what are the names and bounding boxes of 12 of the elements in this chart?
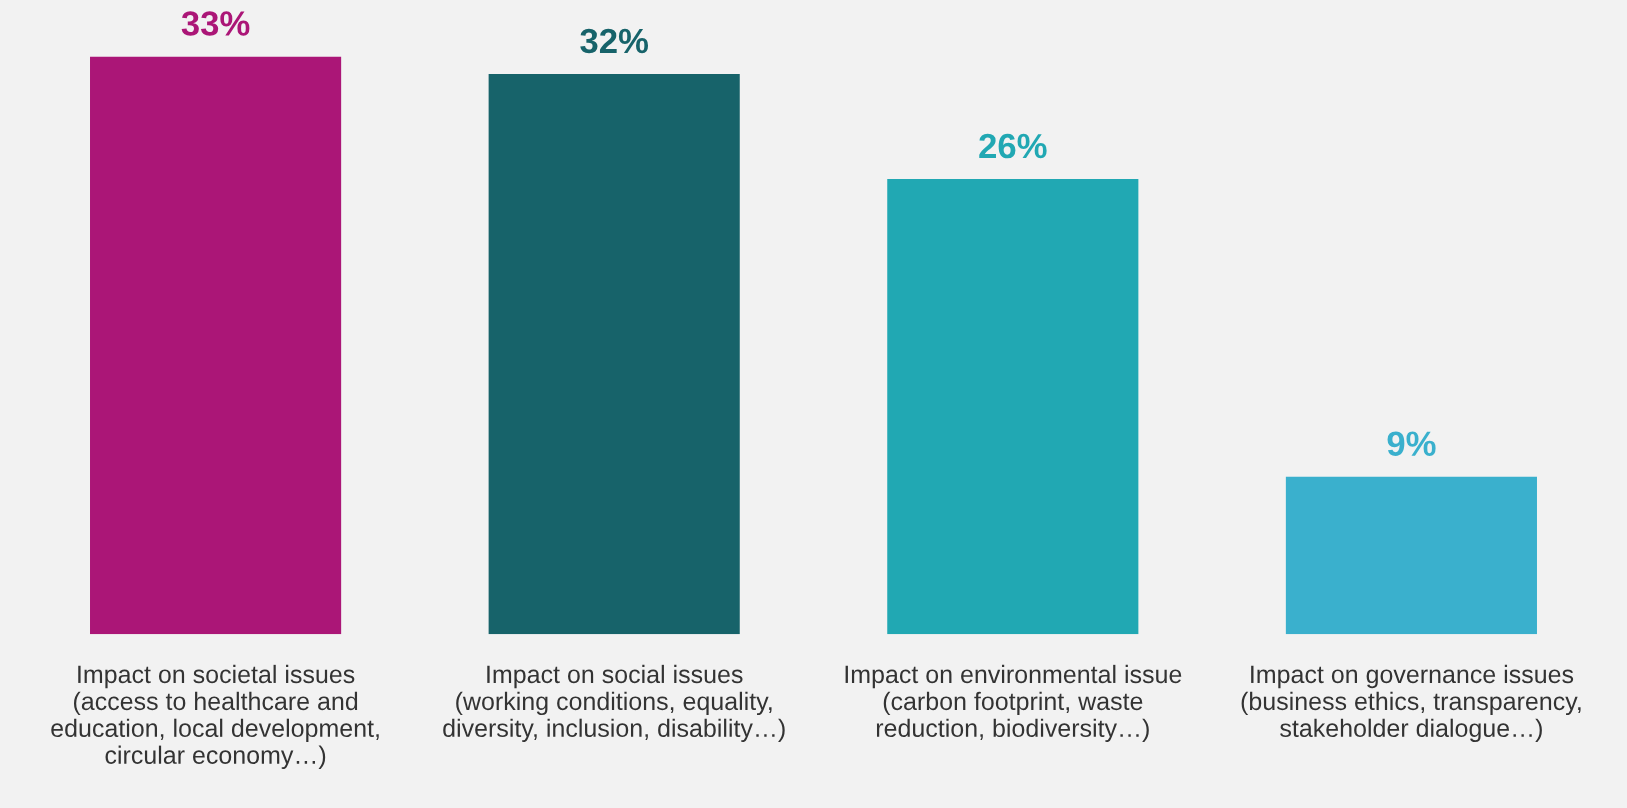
- data-label: 9%: [1387, 431, 1436, 456]
- bar: [887, 179, 1139, 635]
- x-tick-label: Impact on governance issues (business ethics, transparency, stakeholder dialogue…): [1241, 664, 1581, 742]
- x-tick-label: Impact on environmental issue (carbon footprint, waste reduction, biodiversity…): [845, 664, 1182, 742]
- x-tick-label: Impact on societal issues (access to healthcare and education, local development, circular economy…): [51, 664, 379, 769]
- data-label: 33%: [181, 11, 250, 36]
- x-tick-label: Impact on social issues (working conditions, equality, diversity, inclusion, disability…): [443, 664, 785, 742]
- data-label: 32%: [580, 28, 649, 54]
- bar: [488, 74, 740, 635]
- bar: [90, 56, 342, 635]
- bar: [1285, 476, 1537, 635]
- data-label: 26%: [979, 133, 1047, 159]
